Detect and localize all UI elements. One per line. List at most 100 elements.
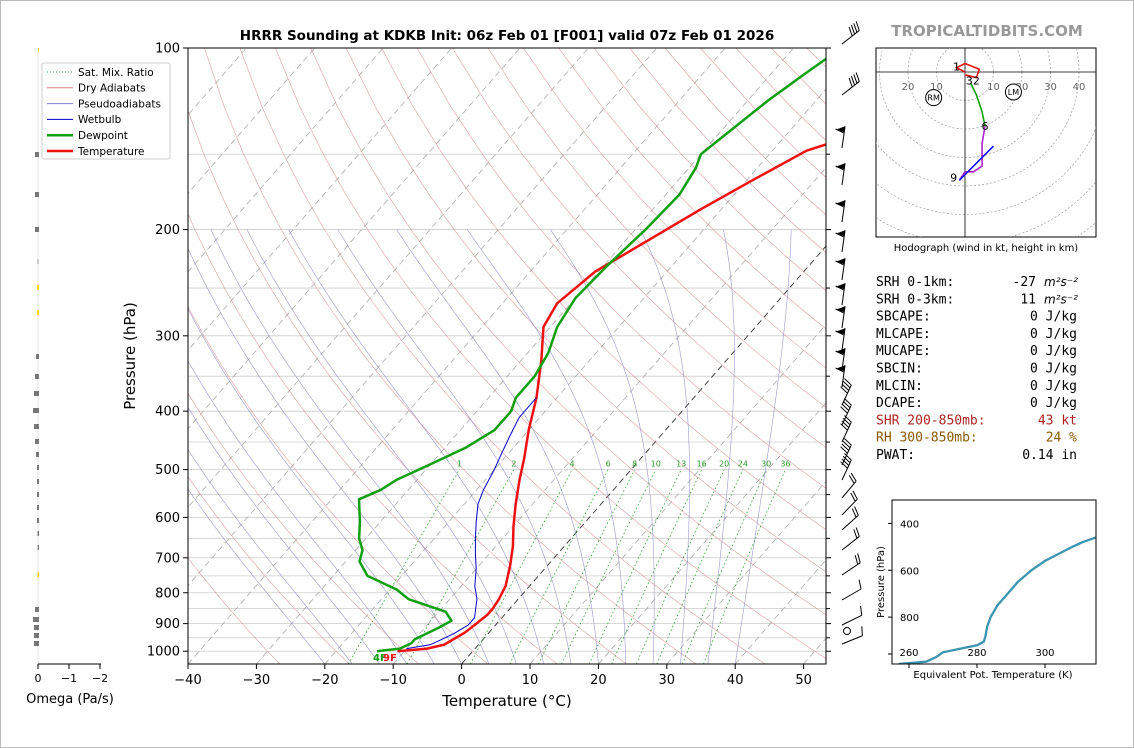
index-value: 11: [1020, 292, 1036, 307]
wind-barb: [840, 438, 852, 466]
legend: Sat. Mix. Ratio Dry Adiabats Pseudoadiabat…: [41, 62, 171, 160]
barb-staff: [841, 365, 846, 388]
hodograph-height-label: 2: [973, 75, 980, 88]
barb-line: [844, 378, 852, 386]
barb-flag: [835, 306, 846, 313]
theta-e-x-tick-label: 300: [1035, 648, 1054, 659]
barb-line: [861, 626, 863, 636]
omega-bar: [33, 408, 39, 413]
mixing-ratio-label: 30: [761, 460, 771, 469]
y-tick-label: 1000: [147, 645, 180, 660]
hodograph-frame: [875, 47, 1097, 238]
barb-flag: [835, 328, 846, 335]
wind-barb: [841, 626, 863, 645]
mixing-ratio-line: [538, 469, 636, 664]
index-value: 0 J/kg: [1030, 396, 1077, 411]
y-tick-label: 300: [155, 329, 180, 344]
omega-bars: [33, 48, 39, 646]
barb-staff: [841, 614, 862, 626]
barb-staff: [841, 328, 846, 351]
mixing-ratio-label: 36: [780, 460, 790, 469]
y-tick-label: 100: [155, 42, 180, 57]
profile-temperature: [397, 143, 826, 653]
hodograph-tick-label: 30: [1044, 82, 1057, 93]
profile-wetbulb: [406, 397, 537, 650]
index-value: 43 kt: [1038, 413, 1077, 428]
hodograph-tick-label: 40: [1073, 82, 1086, 93]
omega-bar: [35, 152, 39, 157]
theta-e-frame: [891, 499, 1097, 665]
theta-e-y-tick-label: 400: [900, 519, 919, 530]
moist-adiabat: [550, 229, 655, 664]
theta-e-profile: [898, 536, 1096, 664]
isotherm: [188, 48, 658, 587]
skewt-axis-ticks: −40 −30 −20 −10 0 10 20 30 40 50 100 200 300 400 500 60…: [147, 42, 831, 688]
dry-adiabat: [188, 305, 488, 664]
index-value: 0 J/kg: [1030, 310, 1077, 325]
barb-line: [855, 72, 860, 82]
hodograph-panel: 20 10 10 20 30 40 RM LM 13 2 6 9 Hodograph (wind in…: [875, 47, 1097, 254]
y-tick-label: 400: [155, 405, 180, 420]
barb-line: [842, 380, 851, 389]
barb-line: [842, 417, 851, 426]
theta-e-panel: 260 280 300 400 600 800 Equivalent Pot. Tempe…: [876, 499, 1097, 681]
mixing-ratio-label: 16: [697, 460, 707, 469]
barb-line: [842, 400, 851, 409]
y-tick-label: 200: [155, 223, 180, 238]
barb-flag: [835, 126, 846, 133]
wind-barb: [840, 378, 852, 406]
moist-adiabat: [246, 229, 517, 664]
wind-barb: [841, 527, 860, 551]
barb-line: [835, 330, 845, 336]
omega-bar: [35, 227, 39, 232]
omega-bar: [35, 607, 39, 612]
barb-staff: [841, 81, 860, 96]
barb-flag: [835, 230, 846, 237]
barb-staff: [841, 536, 860, 551]
wind-barb: [841, 490, 858, 516]
index-label: SRH 0-1km:: [876, 275, 954, 290]
omega-bar: [37, 545, 39, 550]
surface-temperature-label: 9F: [383, 653, 397, 664]
hodograph-labels: 20 10 10 20 30 40 RM LM 13 2 6 9: [902, 60, 1086, 184]
mixing-ratio-line: [611, 469, 703, 664]
wind-barb: [835, 283, 846, 306]
dry-adiabat: [188, 476, 350, 664]
barb-line: [842, 440, 851, 449]
index-value: 0 J/kg: [1030, 362, 1077, 377]
mixing-ratio-line: [703, 469, 786, 664]
dry-adiabat: [310, 48, 826, 615]
theta-e-x-tick-label: 280: [967, 648, 986, 659]
dry-adiabat: [452, 48, 826, 448]
omega-tick-label: −2: [92, 672, 108, 685]
index-label: SBCIN:: [876, 362, 923, 377]
x-tick-label: 10: [522, 673, 539, 688]
storm-motion-label: LM: [1008, 88, 1019, 97]
wind-barb: [840, 398, 852, 426]
x-tick-label: 40: [727, 673, 744, 688]
mixing-ratio-label: 6: [606, 460, 611, 469]
index-unit: m²s⁻²: [1044, 275, 1078, 289]
mixing-ratio-label: 2: [511, 460, 516, 469]
dry-adiabat: [523, 48, 826, 369]
wind-barb: [835, 365, 846, 388]
barb-line: [850, 25, 856, 35]
barb-line: [850, 472, 857, 482]
index-value: -27: [1013, 275, 1036, 290]
hodograph-segment: [958, 126, 986, 181]
omega-bar: [36, 452, 39, 457]
hodograph-segment: [969, 83, 986, 127]
wind-barb: [840, 453, 852, 481]
wind-barb: [835, 258, 846, 281]
theta-e-y-tick-label: 600: [900, 566, 919, 577]
barb-staff: [841, 258, 846, 281]
hodograph-caption: Hodograph (wind in kt, height in km): [894, 243, 1079, 254]
barb-staff: [841, 283, 846, 306]
brand-watermark: TROPICALTIDBITS.COM: [891, 22, 1083, 40]
wind-barb: [841, 605, 863, 626]
barb-staff: [841, 200, 846, 223]
isotherm: [188, 48, 726, 664]
barb-flag: [835, 283, 846, 290]
index-label: DCAPE:: [876, 396, 923, 411]
barb-line: [844, 398, 852, 406]
